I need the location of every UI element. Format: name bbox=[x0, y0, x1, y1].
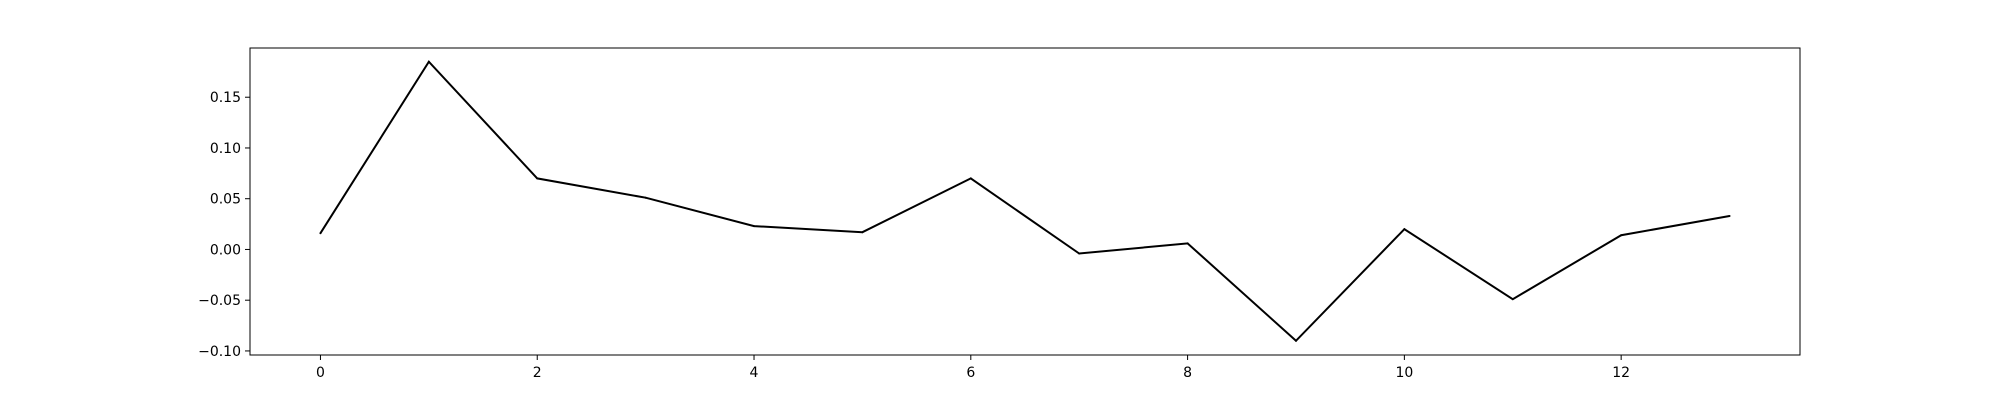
x-axis: 0 2 4 6 8 10 12 bbox=[316, 355, 1630, 381]
data-point bbox=[1620, 234, 1623, 237]
data-point bbox=[319, 232, 322, 235]
y-tick-label: 0.10 bbox=[210, 141, 241, 157]
x-tick-label: 8 bbox=[1183, 365, 1192, 381]
data-point bbox=[753, 225, 756, 228]
data-point bbox=[1294, 339, 1297, 342]
plot-frame bbox=[249, 47, 1801, 356]
y-tick-label: 0.15 bbox=[210, 90, 241, 106]
data-point bbox=[1403, 228, 1406, 231]
y-axis: −0.10 −0.05 0.00 0.05 0.10 0.15 bbox=[198, 90, 250, 360]
y-tick-label: −0.10 bbox=[198, 344, 241, 360]
y-tick-label: 0.00 bbox=[210, 242, 241, 258]
series-layer bbox=[319, 60, 1731, 343]
data-point bbox=[861, 231, 864, 234]
data-point bbox=[1186, 242, 1189, 245]
data-point bbox=[427, 60, 430, 63]
data-point bbox=[1728, 214, 1731, 217]
series-line bbox=[319, 60, 1730, 343]
x-tick-label: 2 bbox=[533, 365, 542, 381]
data-point bbox=[1511, 298, 1514, 301]
x-tick-label: 0 bbox=[316, 365, 325, 381]
data-point bbox=[1078, 252, 1081, 255]
x-tick-label: 10 bbox=[1395, 365, 1413, 381]
data-point bbox=[644, 196, 647, 199]
y-tick-label: −0.05 bbox=[198, 293, 241, 309]
data-point bbox=[969, 177, 972, 180]
x-tick-label: 12 bbox=[1612, 365, 1630, 381]
x-tick-label: 4 bbox=[750, 365, 759, 381]
data-point bbox=[536, 177, 539, 180]
y-tick-label: 0.05 bbox=[210, 192, 241, 208]
x-tick-label: 6 bbox=[966, 365, 975, 381]
